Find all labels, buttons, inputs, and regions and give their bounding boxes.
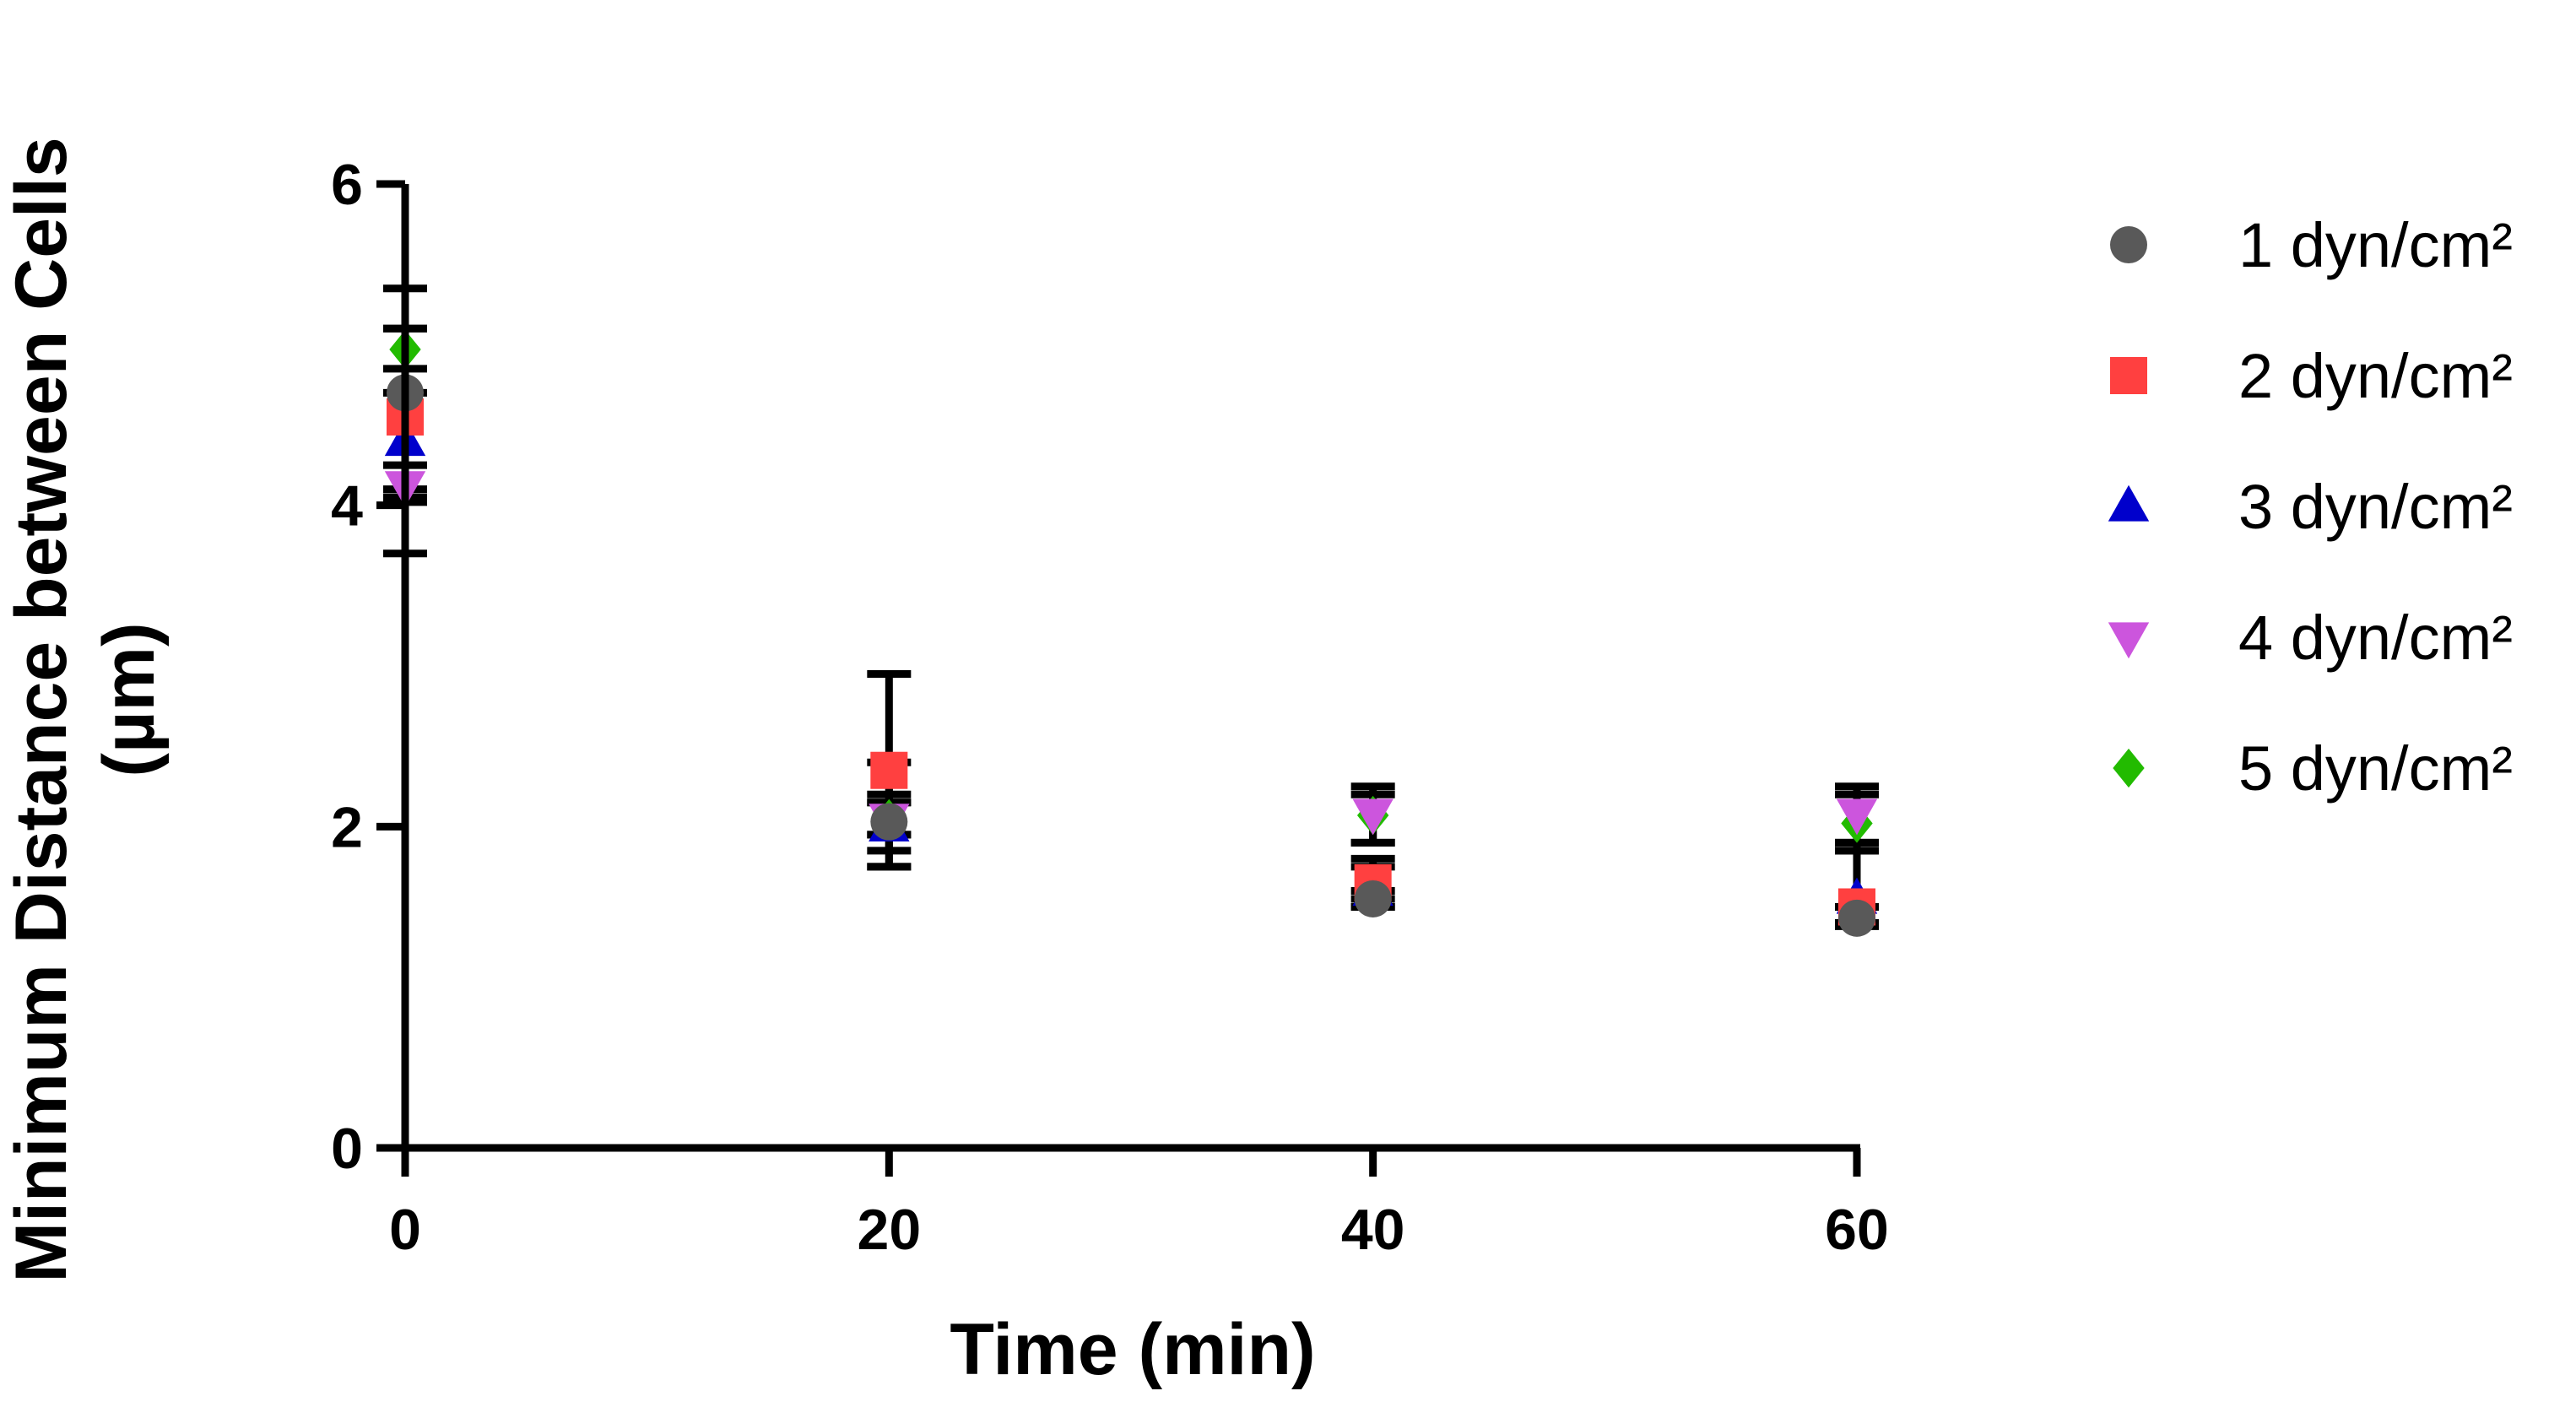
legend-label: 2 dyn/cm²: [2238, 341, 2513, 411]
y-tick-label: 4: [331, 474, 363, 539]
legend-marker: [2110, 357, 2147, 394]
error-bars: [383, 284, 1879, 930]
y-ticks: 0 2 4 6: [331, 153, 405, 1181]
x-tick-label: 20: [858, 1198, 922, 1262]
legend-item: 5 dyn/cm²: [2113, 733, 2513, 804]
y-axis-title-line-1: Minimum Distance between Cells: [1, 137, 82, 1282]
legend-marker: [2113, 748, 2145, 788]
legend-item: 2 dyn/cm²: [2110, 341, 2513, 411]
legend-label: 1 dyn/cm²: [2238, 210, 2513, 280]
y-tick-label: 6: [331, 153, 363, 217]
x-tick-label: 40: [1341, 1198, 1405, 1262]
legend-marker: [2110, 226, 2147, 263]
data-point: [1836, 798, 1878, 836]
x-ticks: 0 20 40 60: [389, 1148, 1889, 1262]
x-axis-title: Time (min): [950, 1309, 1315, 1390]
data-point: [1838, 899, 1875, 937]
legend-marker: [2108, 484, 2150, 522]
data-point: [1352, 798, 1394, 836]
axes: [401, 184, 1860, 1152]
legend-item: 3 dyn/cm²: [2108, 472, 2513, 542]
legend-marker: [2108, 622, 2150, 659]
x-tick-label: 60: [1825, 1198, 1889, 1262]
data-point: [1354, 879, 1392, 917]
legend-label: 5 dyn/cm²: [2238, 733, 2513, 804]
data-point: [870, 751, 908, 789]
y-axis-title: Minimum Distance between Cells (µm): [1, 116, 170, 1282]
y-tick-label: 2: [331, 795, 363, 859]
x-tick-label: 0: [389, 1198, 421, 1262]
data-point: [870, 803, 908, 841]
y-tick-label: 0: [331, 1117, 363, 1181]
legend: 1 dyn/cm² 2 dyn/cm² 3 dyn/cm² 4 dyn/cm² 5 dy…: [2108, 210, 2513, 804]
legend-item: 1 dyn/cm²: [2110, 210, 2513, 280]
y-axis-title-line-2: (µm): [89, 622, 170, 777]
legend-label: 4 dyn/cm²: [2238, 603, 2513, 673]
data-points: [384, 329, 1878, 937]
legend-item: 4 dyn/cm²: [2108, 603, 2513, 673]
legend-label: 3 dyn/cm²: [2238, 472, 2513, 542]
